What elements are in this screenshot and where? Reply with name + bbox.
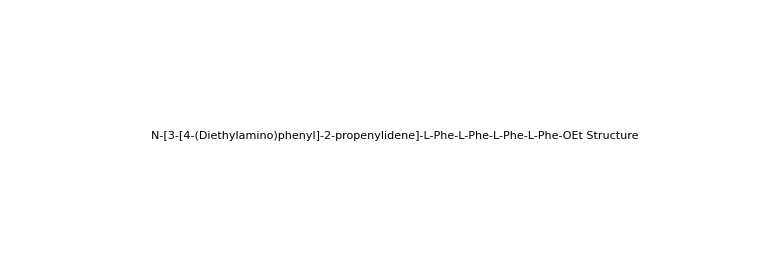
Text: N-[3-[4-(Diethylamino)phenyl]-2-propenylidene]-L-Phe-L-Phe-L-Phe-L-Phe-OEt Struc: N-[3-[4-(Diethylamino)phenyl]-2-propenyl… bbox=[151, 131, 638, 141]
